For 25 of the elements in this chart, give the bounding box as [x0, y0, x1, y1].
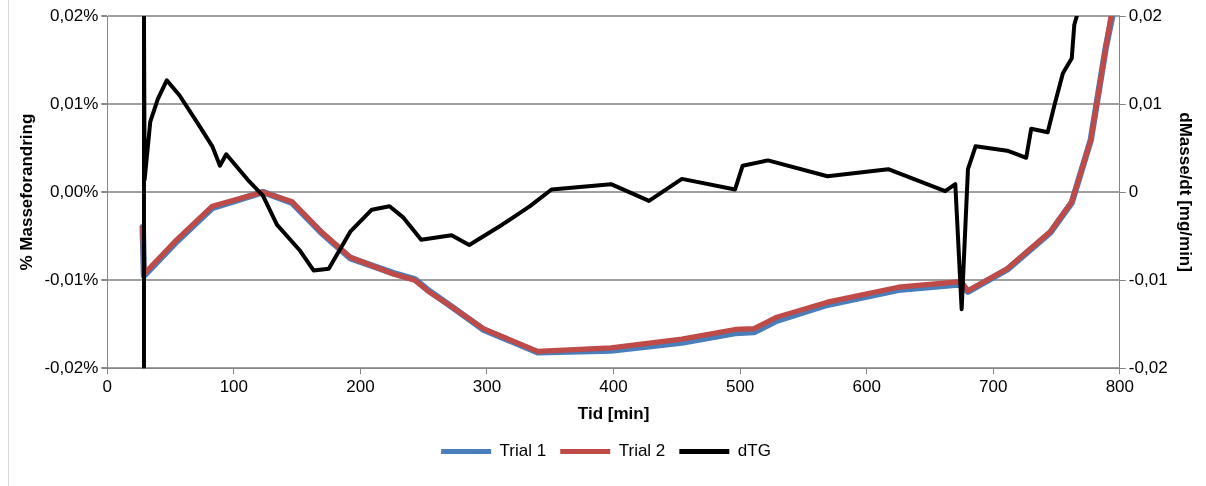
x-tick-label: 300 — [472, 377, 502, 397]
y2-tick-label: -0,02 — [1128, 357, 1168, 377]
y-tick-label: 0,01% — [50, 93, 99, 113]
x-axis-title: Tid [min] — [577, 404, 650, 424]
y2-tick-label: 0,02 — [1128, 5, 1162, 25]
y2-tick-label: -0,01 — [1128, 269, 1168, 289]
y2-tick-label: 0,01 — [1128, 93, 1162, 113]
y-tick-label: 0,00% — [50, 181, 99, 201]
x-tick-label: 600 — [852, 377, 881, 397]
x-tick-label: 700 — [979, 377, 1008, 397]
y-axis-title: % Masseforandring — [16, 113, 36, 271]
x-tick-label: 0 — [102, 377, 112, 397]
y-tick-label: -0,01% — [44, 269, 99, 289]
legend-label: Trial 1 — [499, 441, 547, 461]
x-tick-label: 100 — [219, 377, 249, 397]
x-tick-label: 200 — [346, 377, 375, 397]
y2-axis-title: dMasse/dt [mg/min] — [1176, 112, 1196, 272]
legend-label: dTG — [737, 441, 771, 461]
y-tick-label: -0,02% — [44, 357, 99, 377]
x-tick-label: 400 — [599, 377, 628, 397]
legend-label: Trial 2 — [618, 441, 666, 461]
x-tick-label: 800 — [1105, 377, 1135, 397]
x-tick-label: 500 — [725, 377, 755, 397]
y-tick-label: 0,02% — [50, 5, 99, 25]
y2-tick-label: 0 — [1128, 181, 1139, 201]
